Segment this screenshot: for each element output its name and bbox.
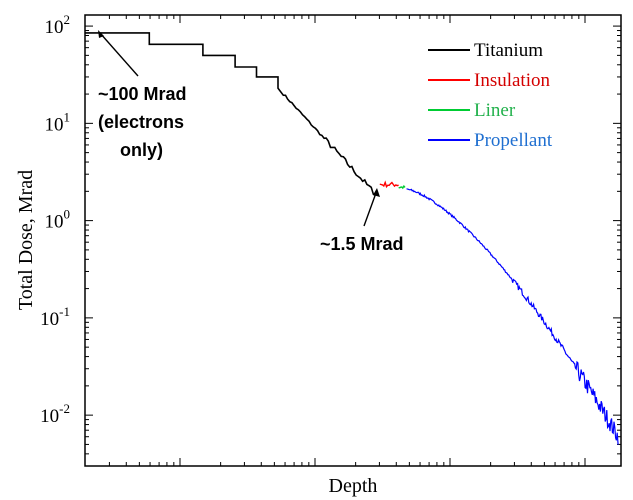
x-axis-label: Depth bbox=[329, 475, 378, 497]
y-tick-base: 10 bbox=[45, 17, 64, 38]
annotation-text: only) bbox=[120, 140, 163, 160]
x-axis-ticks bbox=[108, 15, 586, 466]
y-tick-base: 10 bbox=[40, 406, 59, 427]
y-tick-label: 100 bbox=[45, 207, 71, 233]
series-insulation bbox=[379, 180, 399, 189]
annotation-arrow bbox=[363, 192, 377, 227]
annotation-text: (electrons bbox=[98, 112, 184, 132]
y-tick-exponent: -2 bbox=[59, 401, 70, 416]
legend-label: Propellant bbox=[474, 130, 553, 151]
y-tick-label: 10-2 bbox=[40, 401, 70, 427]
y-tick-label: 101 bbox=[45, 109, 71, 135]
series-propellant bbox=[406, 188, 619, 445]
y-axis-label: Total Dose, Mrad bbox=[15, 170, 37, 310]
y-tick-exponent: 0 bbox=[64, 207, 71, 222]
annotation-arrowhead bbox=[373, 188, 380, 197]
legend-label: Liner bbox=[474, 100, 516, 121]
y-tick-exponent: -1 bbox=[59, 304, 70, 319]
y-tick-label: 102 bbox=[45, 12, 71, 38]
annotation-arrow bbox=[99, 32, 139, 77]
legend: Titanium Insulation Liner Propellant bbox=[428, 40, 553, 151]
y-tick-exponent: 1 bbox=[64, 109, 71, 124]
legend-label: Titanium bbox=[474, 40, 543, 61]
series-titanium bbox=[85, 32, 376, 197]
legend-label: Insulation bbox=[474, 70, 550, 91]
series-lines bbox=[85, 32, 619, 445]
y-tick-label: 10-1 bbox=[40, 304, 70, 330]
y-tick-exponent: 2 bbox=[64, 12, 71, 27]
y-tick-base: 10 bbox=[40, 309, 59, 330]
annotation-text: ~100 Mrad bbox=[98, 84, 187, 104]
y-tick-base: 10 bbox=[45, 212, 64, 233]
annotation-arrowhead bbox=[98, 30, 104, 38]
plot-frame bbox=[84, 14, 622, 467]
annotation-text: ~1.5 Mrad bbox=[320, 234, 404, 254]
annotations: ~100 Mrad (electrons only) ~1.5 Mrad bbox=[98, 30, 404, 254]
series-liner bbox=[398, 184, 406, 190]
y-tick-base: 10 bbox=[45, 114, 64, 135]
y-axis-ticks bbox=[85, 25, 621, 467]
